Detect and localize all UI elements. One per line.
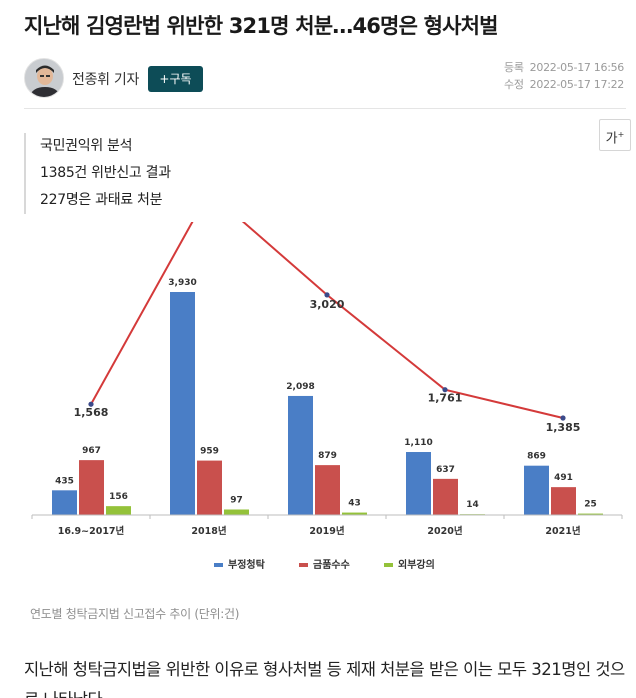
bar-label-3-2: 14: [466, 500, 479, 510]
bar-4-1: [551, 487, 576, 515]
bar-label-2-1: 879: [318, 451, 337, 461]
article-dates: 등록 2022-05-17 16:56 수정 2022-05-17 17:22: [504, 59, 624, 93]
bar-2-0: [288, 395, 313, 515]
header-divider: [24, 108, 626, 109]
subheading-2: 1385건 위반신고 결과: [40, 165, 171, 181]
bar-label-4-2: 25: [584, 500, 597, 510]
bar-label-2-2: 43: [348, 499, 361, 509]
x-tick-label-0: 16.9~2017년: [58, 525, 125, 537]
chart-svg: 435 967 156 3,930 959 97 2,098 879 43 1,110 637 14 8…: [31, 222, 623, 571]
modified-date: 수정 2022-05-17 17:22: [504, 78, 624, 91]
registered-date: 등록 2022-05-17 16:56: [504, 61, 624, 74]
x-tick-label-4: 2021년: [545, 525, 580, 537]
legend-label-1: 금품수수: [313, 559, 350, 571]
total-line: [90, 222, 564, 419]
bar-label-0-2: 156: [109, 492, 128, 502]
total-label-3: 1,761: [428, 392, 463, 405]
reporter-name[interactable]: 전종휘 기자: [72, 72, 140, 88]
subheading-1: 국민권익위 분석: [40, 138, 133, 154]
subheadings: 국민권익위 분석 1385건 위반신고 결과 227명은 과태료 처분: [24, 133, 171, 214]
bar-label-1-1: 959: [200, 447, 219, 457]
legend-label-0: 부정청탁: [228, 558, 266, 571]
legend-label-2: 외부강의: [398, 558, 435, 571]
total-point-0: [88, 401, 94, 407]
chart-caption: 연도별 청탁금지법 신고접수 추이 (단위:건): [30, 607, 240, 621]
total-point-4: [560, 415, 566, 421]
total-label-2: 3,020: [310, 298, 345, 311]
bar-1-2: [224, 509, 249, 515]
subscribe-button[interactable]: +구독: [148, 66, 203, 92]
bar-label-0-0: 435: [55, 476, 74, 486]
bar-label-2-0: 2,098: [286, 382, 314, 392]
total-label-4: 1,385: [546, 421, 581, 434]
bar-2-1: [315, 465, 340, 515]
bar-label-4-0: 869: [527, 452, 546, 462]
total-label-0: 1,568: [74, 406, 109, 419]
x-tick-label-1: 2018년: [191, 525, 226, 537]
subheading-3: 227명은 과태료 처분: [40, 192, 163, 208]
bar-label-1-2: 97: [230, 495, 243, 505]
total-point-2: [324, 292, 330, 298]
bar-1-0: [170, 292, 195, 515]
bar-4-2: [578, 513, 603, 515]
bar-label-3-1: 637: [436, 465, 455, 475]
font-size-button[interactable]: 가+: [599, 119, 631, 151]
report-chart: 435 967 156 3,930 959 97 2,098 879 43 1,110 637 14 8…: [24, 222, 630, 604]
bar-label-4-1: 491: [554, 473, 573, 483]
bar-label-0-1: 967: [82, 446, 101, 456]
reporter-avatar[interactable]: [24, 58, 64, 98]
legend-swatch-0: [214, 563, 223, 567]
bar-3-1: [433, 478, 458, 515]
bar-4-0: [524, 465, 549, 515]
bar-0-2: [106, 506, 131, 515]
byline: 전종휘 기자 +구독 등록 2022-05-17 16:56 수정 2022-05-…: [24, 58, 624, 98]
total-point-3: [442, 387, 448, 393]
bar-2-2: [342, 512, 367, 515]
bar-0-0: [52, 490, 77, 515]
article-headline: 지난해 김영란법 위반한 321명 처분…46명은 형사처벌: [24, 14, 499, 38]
legend-swatch-1: [299, 563, 308, 567]
bar-label-3-0: 1,110: [404, 438, 432, 448]
legend-swatch-2: [384, 563, 393, 567]
bar-1-1: [197, 460, 222, 515]
x-tick-label-2: 2019년: [309, 525, 344, 537]
bar-label-1-0: 3,930: [168, 278, 196, 288]
x-tick-label-3: 2020년: [427, 525, 462, 537]
article-body: 지난해 청탁금지법을 위반한 이유로 형사처벌 등 제재 처분을 받은 이는 모…: [24, 660, 625, 698]
bar-3-0: [406, 452, 431, 515]
bar-0-1: [79, 460, 104, 515]
